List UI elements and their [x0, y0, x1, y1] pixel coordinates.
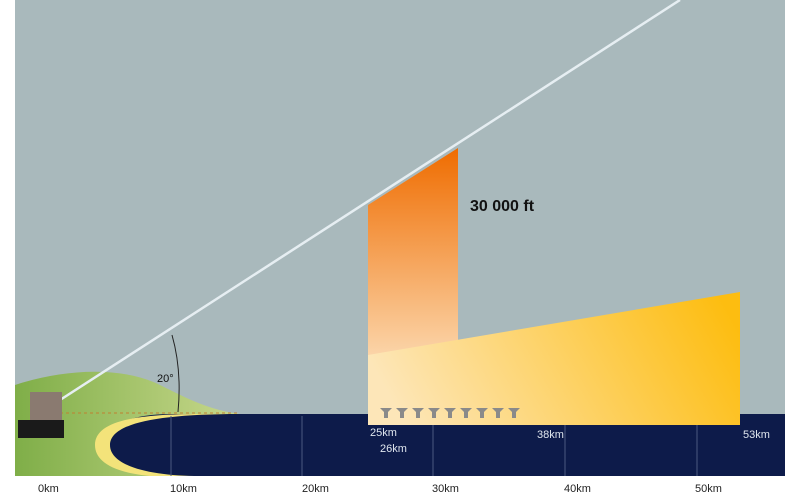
coverage-block	[368, 292, 740, 425]
range-label: 26km	[380, 443, 407, 455]
axis-label: 20km	[302, 483, 329, 495]
altitude-label: 30 000 ft	[470, 198, 535, 215]
grid-lines	[170, 416, 698, 476]
altitude-block	[368, 148, 458, 355]
range-label: 25km	[370, 427, 397, 439]
ground-band	[102, 414, 785, 476]
truck	[18, 420, 64, 438]
range-label: 53km	[743, 429, 770, 441]
angle-arc	[171, 334, 180, 413]
axis-label: 50km	[695, 483, 722, 495]
beam-line	[59, 0, 681, 402]
axis-label: 40km	[564, 483, 591, 495]
targets	[380, 408, 520, 418]
axis-label: 0km	[38, 483, 59, 495]
radar	[30, 392, 62, 422]
angle-label: 20°	[157, 373, 174, 385]
range-label: 38km	[537, 429, 564, 441]
axis-label: 10km	[170, 483, 197, 495]
axis-label: 30km	[432, 483, 459, 495]
